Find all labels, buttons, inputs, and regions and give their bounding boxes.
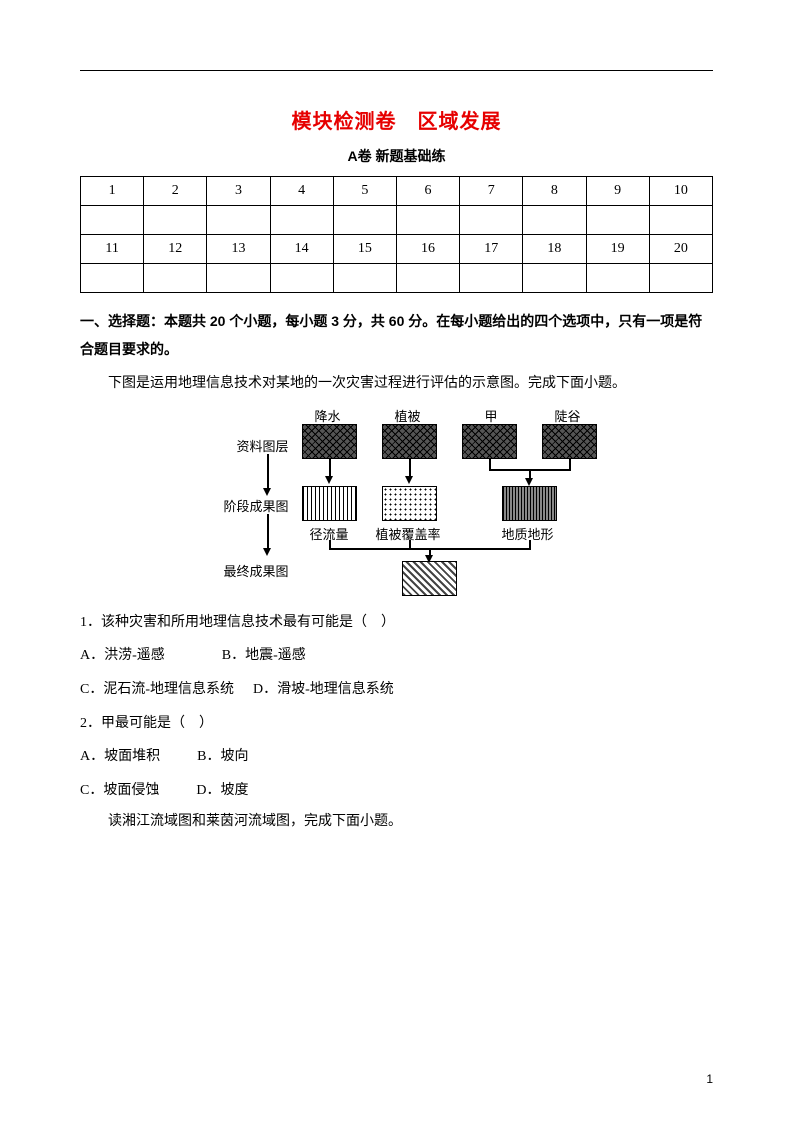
- q1-optC: C．泥石流-地理信息系统: [80, 682, 234, 697]
- section-1-heading: 一、选择题：本题共 20 个小题，每小题 3 分，共 60 分。在每小题给出的四…: [80, 307, 713, 363]
- box-jia: [462, 424, 517, 459]
- page-number: 1: [706, 1072, 713, 1086]
- q2-optD: D．坡度: [196, 783, 248, 798]
- box-rain: [302, 424, 357, 459]
- gis-diagram: 降水 植被 甲 陡谷 资料图层 阶段成果图 径流量 植被覆盖率: [182, 406, 612, 596]
- q1-optD: D．滑坡-地理信息系统: [253, 682, 394, 697]
- table-row: 1 2 3 4 5 6 7 8 9 10: [81, 177, 713, 206]
- cell: 9: [586, 177, 649, 206]
- q1-options-line2: C．泥石流-地理信息系统 D．滑坡-地理信息系统: [80, 673, 713, 707]
- q1-optB: B．地震-遥感: [222, 648, 306, 663]
- cell: 3: [207, 177, 270, 206]
- cell: 15: [333, 235, 396, 264]
- q2-optC: C．坡面侵蚀: [80, 783, 159, 798]
- label-geo: 地质地形: [502, 524, 554, 543]
- row-label-3: 最终成果图: [224, 561, 289, 580]
- cell: 1: [81, 177, 144, 206]
- box-runoff: [302, 486, 357, 521]
- cell: 17: [460, 235, 523, 264]
- label-jia: 甲: [485, 406, 498, 425]
- label-rain: 降水: [315, 406, 341, 425]
- cell: 13: [207, 235, 270, 264]
- line: [267, 454, 269, 489]
- q2-stem: 2．甲最可能是（ ）: [80, 707, 713, 741]
- cell: 7: [460, 177, 523, 206]
- q1-optA: A．洪涝-遥感: [80, 648, 165, 663]
- q2-optA: A．坡面堆积: [80, 749, 160, 764]
- box-valley: [542, 424, 597, 459]
- q2-optB: B．坡向: [197, 749, 248, 764]
- module-title: 模块检测卷 区域发展: [80, 105, 713, 134]
- cell: 16: [396, 235, 459, 264]
- cell: 5: [333, 177, 396, 206]
- row-label-1: 资料图层: [237, 436, 289, 455]
- page: 模块检测卷 区域发展 A卷 新题基础练 1 2 3 4 5 6 7 8 9 10…: [0, 0, 793, 1122]
- box-geo: [502, 486, 557, 521]
- answer-grid: 1 2 3 4 5 6 7 8 9 10 11 12 13 14 15 16 1…: [80, 176, 713, 293]
- paper-subtitle: A卷 新题基础练: [80, 146, 713, 166]
- q1-stem: 1．该种灾害和所用地理信息技术最有可能是（ ）: [80, 606, 713, 640]
- table-row: 11 12 13 14 15 16 17 18 19 20: [81, 235, 713, 264]
- arrow-icon: [263, 488, 271, 496]
- q1-options-line1: A．洪涝-遥感 B．地震-遥感: [80, 639, 713, 673]
- cell: 2: [144, 177, 207, 206]
- cell: 18: [523, 235, 586, 264]
- box-cover: [382, 486, 437, 521]
- row-label-2: 阶段成果图: [224, 496, 289, 515]
- cell: 10: [649, 177, 712, 206]
- cell: 11: [81, 235, 144, 264]
- q2-options-line2: C．坡面侵蚀 D．坡度: [80, 774, 713, 808]
- table-row: [81, 264, 713, 293]
- box-veg: [382, 424, 437, 459]
- label-veg: 植被: [395, 406, 421, 425]
- label-valley: 陡谷: [555, 406, 581, 425]
- q2-options-line1: A．坡面堆积 B．坡向: [80, 740, 713, 774]
- cell: 8: [523, 177, 586, 206]
- cell: 12: [144, 235, 207, 264]
- table-row: [81, 206, 713, 235]
- cell: 14: [270, 235, 333, 264]
- cell: 19: [586, 235, 649, 264]
- intro-text-1: 下图是运用地理信息技术对某地的一次灾害过程进行评估的示意图。完成下面小题。: [80, 369, 713, 400]
- cell: 6: [396, 177, 459, 206]
- intro-text-2: 读湘江流域图和莱茵河流域图，完成下面小题。: [80, 807, 713, 838]
- cell: 4: [270, 177, 333, 206]
- top-rule: [80, 70, 713, 71]
- box-final: [402, 561, 457, 596]
- cell: 20: [649, 235, 712, 264]
